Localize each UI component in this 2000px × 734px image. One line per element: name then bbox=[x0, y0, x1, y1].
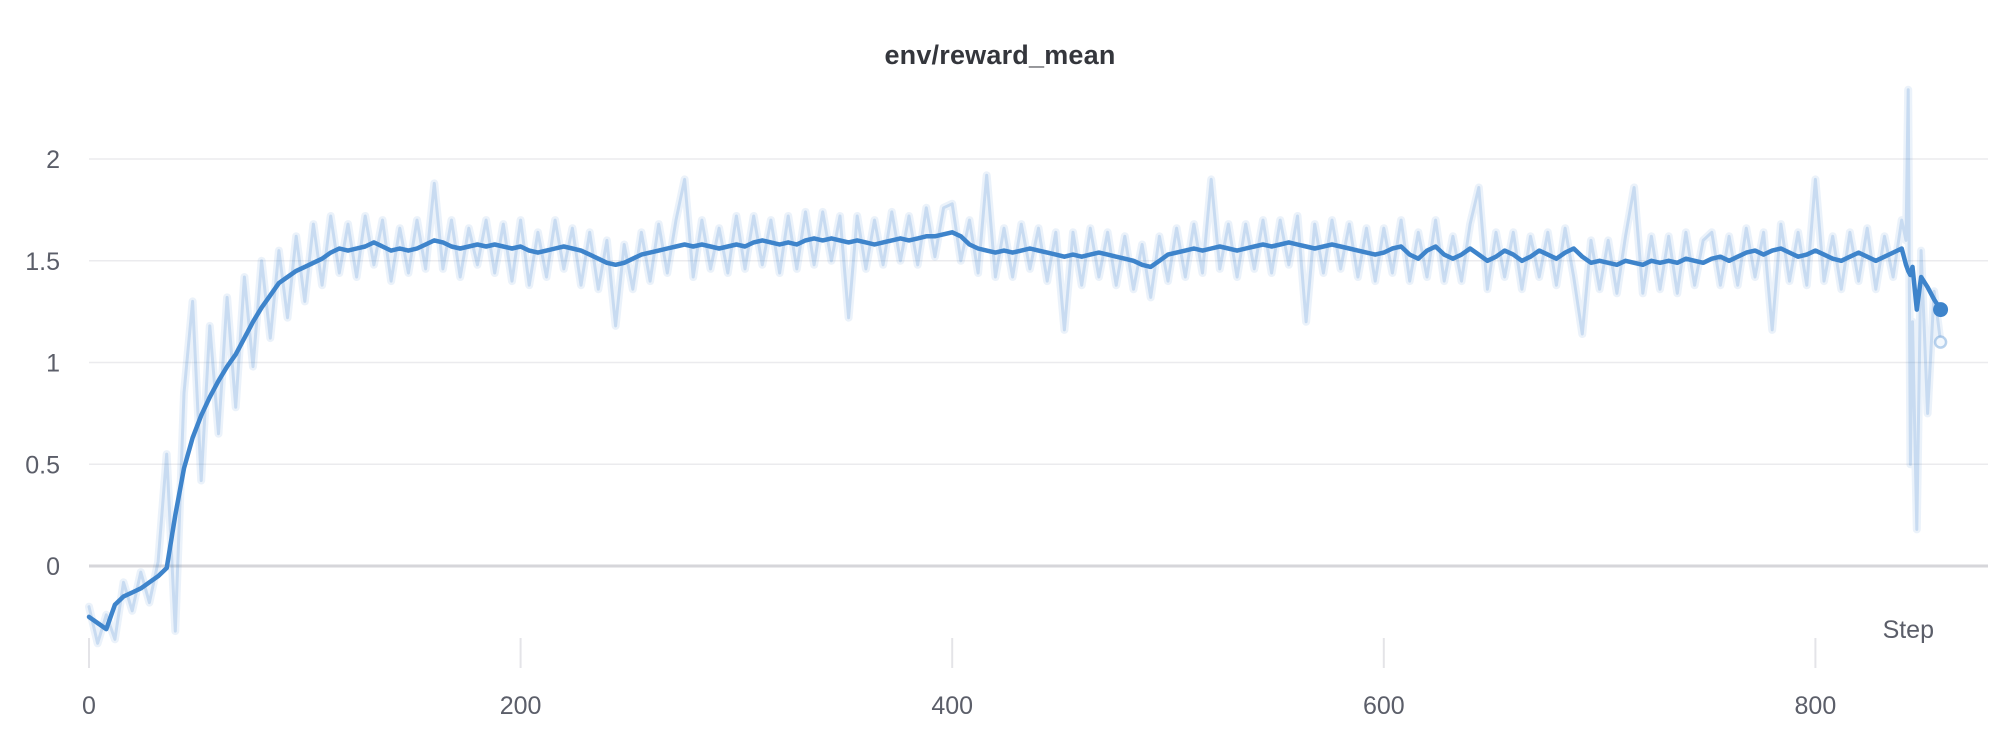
y-tick-label: 0 bbox=[46, 553, 60, 581]
raw-series-band bbox=[85, 85, 1945, 648]
raw-end-marker[interactable] bbox=[1933, 335, 1948, 349]
y-tick-label: 0.5 bbox=[25, 451, 60, 479]
x-axis-title: Step bbox=[1882, 616, 1934, 644]
x-tick-label: 200 bbox=[500, 692, 542, 720]
y-tick-label: 1.5 bbox=[25, 248, 60, 276]
x-tick-label: 800 bbox=[1795, 692, 1837, 720]
x-tick-label: 0 bbox=[82, 692, 96, 720]
x-tick-label: 600 bbox=[1363, 692, 1405, 720]
series-end-marker[interactable] bbox=[1933, 302, 1949, 318]
y-tick-label: 1 bbox=[46, 350, 60, 378]
chart-title: env/reward_mean bbox=[884, 40, 1116, 70]
y-tick-label: 2 bbox=[46, 146, 60, 174]
smoothed-series-line bbox=[86, 230, 1943, 632]
raw-series-line bbox=[87, 88, 1943, 645]
x-tick-label: 400 bbox=[931, 692, 973, 720]
